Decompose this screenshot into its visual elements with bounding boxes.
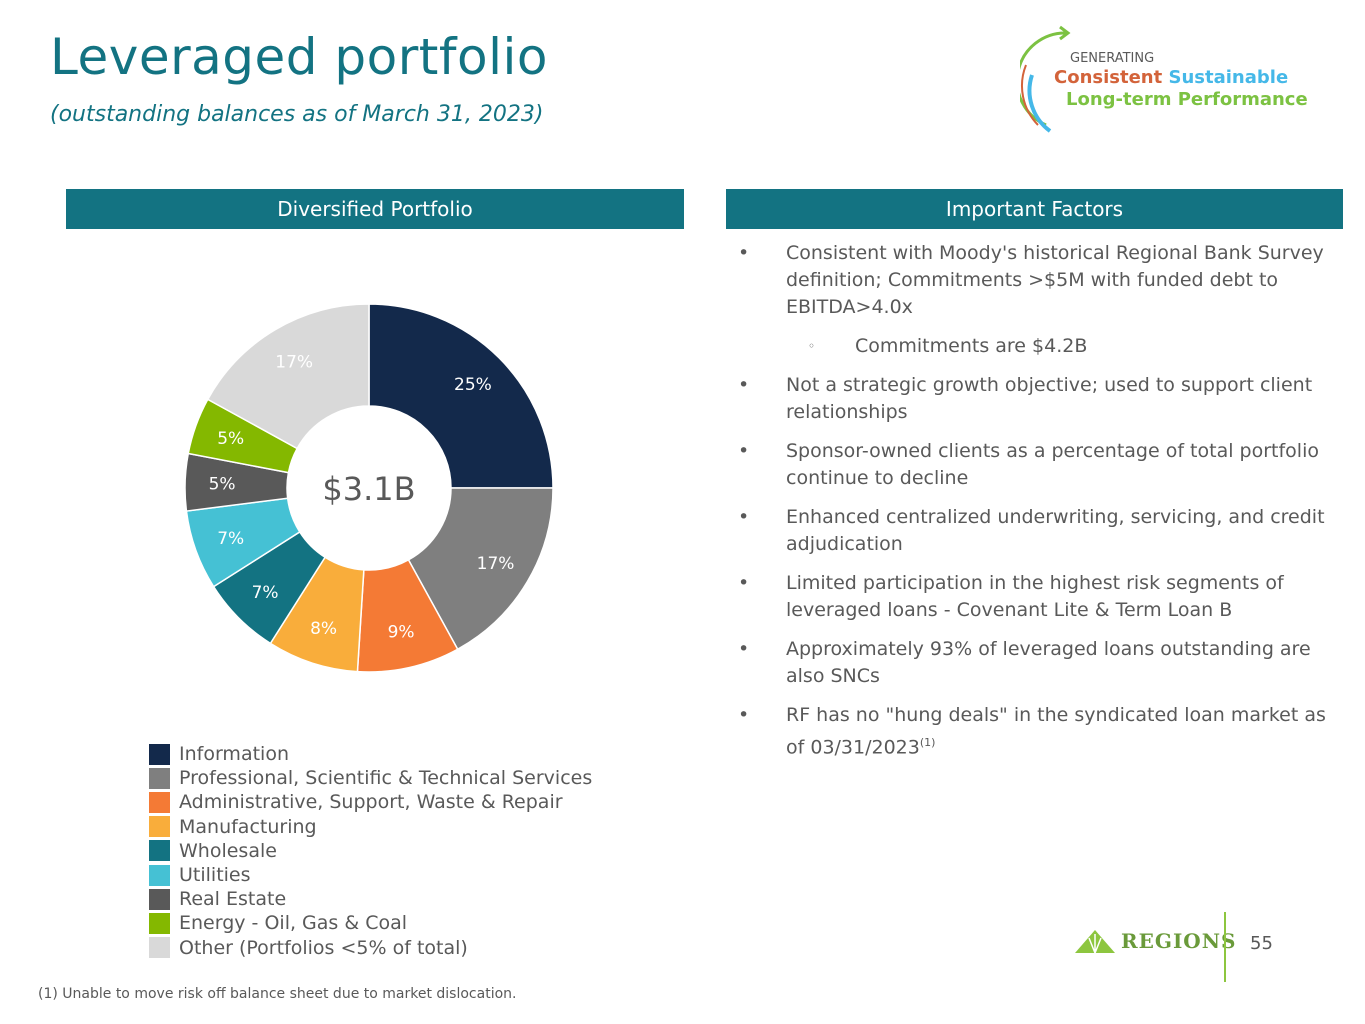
bullet-icon: •: [738, 374, 750, 396]
bullet-icon: •: [738, 440, 750, 462]
legend-swatch: [149, 864, 170, 886]
data-label-4: 7%: [252, 583, 279, 603]
legend-label: Information: [179, 743, 289, 766]
legend-label: Manufacturing: [179, 815, 317, 838]
factor-item: ◦ Commitments are $4.2B: [808, 333, 1338, 360]
legend-swatch: [149, 888, 170, 910]
bullet-icon: ◦: [808, 339, 816, 353]
factor-text: RF has no "hung deals" in the syndicated…: [786, 704, 1326, 759]
bullet-icon: •: [738, 638, 750, 660]
data-label-2: 9%: [388, 622, 415, 642]
divider: [1224, 912, 1226, 982]
legend-item: Real Estate: [149, 887, 592, 911]
factor-item: • Enhanced centralized underwriting, serv…: [738, 504, 1338, 558]
portfolio-donut-chart: 25% 17% 9% 8% 7% 7% 5% 5% 17% $3.1B: [184, 303, 554, 673]
logo-consistent: Consistent: [1054, 67, 1163, 88]
data-label-5: 7%: [217, 529, 244, 549]
logo-sustainable: Sustainable: [1168, 67, 1289, 88]
data-label-7: 5%: [217, 429, 244, 449]
factor-item: • Sponsor-owned clients as a percentage o…: [738, 438, 1338, 492]
bullet-icon: •: [738, 572, 750, 594]
legend-swatch: [149, 743, 170, 765]
data-label-6: 5%: [209, 474, 236, 494]
legend-item: Professional, Scientific & Technical Ser…: [149, 766, 592, 790]
legend-swatch: [149, 840, 170, 862]
legend-swatch: [149, 816, 170, 838]
donut-slice-8: [206, 303, 370, 450]
legend-swatch: [149, 937, 170, 959]
diversified-portfolio-header: Diversified Portfolio: [66, 189, 684, 229]
donut-slice-0: [368, 303, 554, 489]
bullet-icon: •: [738, 506, 750, 528]
legend-item: Energy - Oil, Gas & Coal: [149, 911, 592, 935]
circular-arrow-icon: [1020, 25, 1071, 133]
factor-item: • Not a strategic growth objective; used …: [738, 372, 1338, 426]
factor-text: Not a strategic growth objective; used t…: [786, 374, 1313, 423]
legend-label: Utilities: [179, 864, 251, 887]
footnote-ref: (1): [919, 736, 936, 749]
chart-legend: Information Professional, Scientific & Te…: [149, 742, 592, 960]
bullet-icon: •: [738, 242, 750, 264]
legend-label: Wholesale: [179, 839, 277, 862]
donut-slice-1: [407, 487, 554, 651]
legend-item: Other (Portfolios <5% of total): [149, 936, 592, 960]
legend-swatch: [149, 767, 170, 789]
legend-item: Information: [149, 742, 592, 766]
page-title: Leveraged portfolio: [50, 28, 548, 86]
factor-text: Sponsor-owned clients as a percentage of…: [786, 440, 1319, 489]
center-total-label: $3.1B: [322, 470, 415, 508]
regions-logo: Regions: [1075, 928, 1236, 954]
factor-item: • RF has no "hung deals" in the syndicate…: [738, 702, 1338, 761]
legend-item: Utilities: [149, 863, 592, 887]
legend-item: Wholesale: [149, 839, 592, 863]
legend-item: Manufacturing: [149, 815, 592, 839]
legend-item: Administrative, Support, Waste & Repair: [149, 790, 592, 814]
factor-text: Limited participation in the highest ris…: [786, 572, 1284, 621]
factor-item: • Consistent with Moody's historical Regi…: [738, 240, 1338, 321]
factor-text: Approximately 93% of leveraged loans out…: [786, 638, 1311, 687]
legend-label: Administrative, Support, Waste & Repair: [179, 791, 563, 814]
regions-wordmark: Regions: [1121, 929, 1237, 953]
factor-text: Enhanced centralized underwriting, servi…: [786, 506, 1325, 555]
data-label-0: 25%: [454, 375, 492, 395]
legend-label: Other (Portfolios <5% of total): [179, 936, 468, 959]
generating-performance-logo: GENERATING Consistent Sustainable Long-t…: [1020, 25, 1320, 135]
data-label-3: 8%: [310, 619, 337, 639]
data-label-8: 17%: [275, 352, 313, 372]
footnote: (1) Unable to move risk off balance shee…: [38, 986, 517, 1002]
factor-text: Consistent with Moody's historical Regio…: [786, 242, 1324, 318]
page-subtitle: (outstanding balances as of March 31, 20…: [50, 102, 544, 127]
legend-swatch: [149, 912, 170, 934]
page-number: 55: [1250, 933, 1273, 954]
factor-text: Commitments are $4.2B: [855, 335, 1088, 357]
logo-generating: GENERATING: [1070, 51, 1155, 66]
factor-item: • Limited participation in the highest ri…: [738, 570, 1338, 624]
factor-item: • Approximately 93% of leveraged loans ou…: [738, 636, 1338, 690]
bullet-icon: •: [738, 704, 750, 726]
legend-label: Energy - Oil, Gas & Coal: [179, 912, 408, 935]
important-factors-list: • Consistent with Moody's historical Regi…: [738, 240, 1338, 773]
important-factors-header: Important Factors: [726, 189, 1343, 229]
legend-label: Professional, Scientific & Technical Ser…: [179, 767, 593, 790]
logo-long-term: Long-term Performance: [1066, 89, 1308, 110]
legend-label: Real Estate: [179, 888, 287, 911]
regions-pyramid-icon: [1075, 930, 1115, 954]
legend-swatch: [149, 791, 170, 813]
data-label-1: 17%: [477, 554, 515, 574]
